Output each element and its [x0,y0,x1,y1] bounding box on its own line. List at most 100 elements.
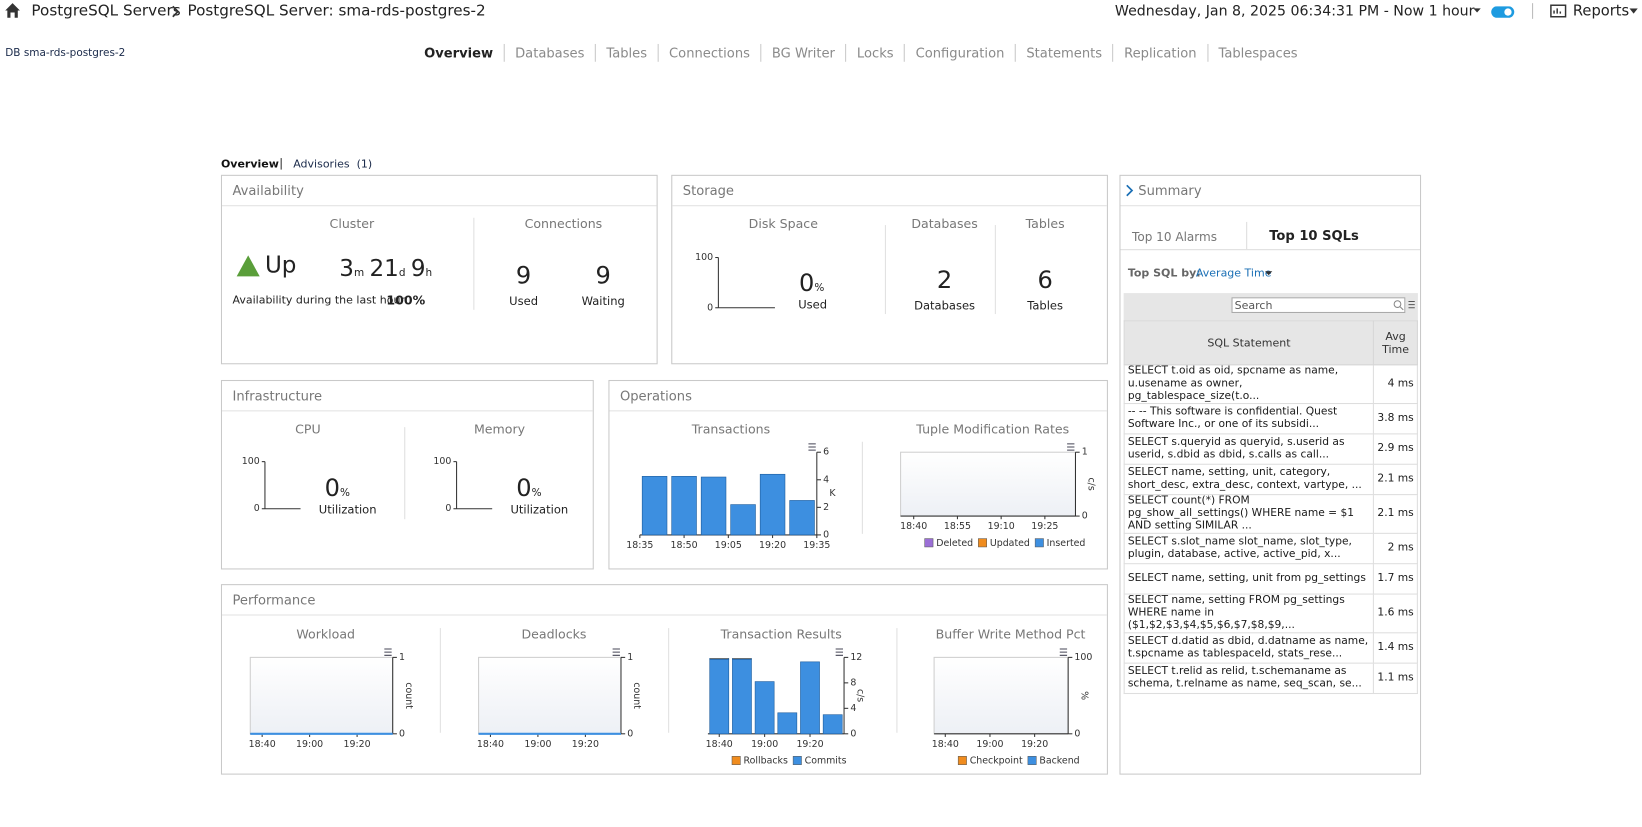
y-tick-label: 4 [850,703,856,714]
search-icons[interactable] [1393,299,1416,311]
y-tick-label: 12 [850,652,862,663]
chart-title: Transaction Results [720,627,842,642]
uptime-value: 21 [369,255,399,283]
nav-tab[interactable]: BG Writer [760,43,845,62]
chart-menu-icon [384,648,392,656]
nav-tab[interactable]: Statements [1014,43,1113,62]
bar [700,476,727,536]
nav-tab[interactable]: Tablespaces [1206,43,1308,62]
bar [732,658,752,735]
top-by-select[interactable]: Average Time [1195,266,1272,280]
reports-menu[interactable]: Reports [1572,3,1630,20]
sql-statement: SELECT name, setting, unit, category, sh… [1123,463,1375,496]
table-row[interactable]: -- -- This software is confidential. Que… [1123,403,1418,435]
header-rule [1120,205,1421,207]
bar [789,500,815,536]
y-tick-label: 100 [1074,652,1092,663]
uptime-unit: h [425,267,433,279]
y-tick-label: 6 [823,447,829,458]
search-box[interactable] [1231,297,1406,313]
panel-header: Storage [672,176,1107,207]
chart-title: Disk Space [748,216,818,232]
value: 0 [516,475,532,503]
bar [759,473,786,536]
column-header[interactable]: SQL Statement [1123,320,1375,366]
nav-tab[interactable]: Connections [657,43,761,62]
table-row[interactable]: SELECT s.slot_name slot_name, slot_type,… [1123,532,1418,565]
chart-menu-icon [808,443,816,451]
table-row[interactable]: SELECT t.relid as relid, t.schemaname as… [1123,662,1418,695]
tab-divider [1246,221,1248,250]
time-controls[interactable] [1473,6,1515,19]
header-row: SQL Statement Avg Time [1123,320,1418,366]
panel-title: Storage [682,182,735,199]
panel-header: Availability [222,176,657,207]
cluster-status: Up [264,252,297,279]
avg-time: 2 ms [1373,532,1418,565]
divider [404,427,406,520]
uptime-unit: d [398,267,406,279]
reports-caret [1629,8,1638,14]
y-tick-label: 0 [823,529,829,540]
time-range[interactable]: Wednesday, Jan 8, 2025 06:34:31 PM - Now… [1114,3,1475,20]
bar [730,504,756,536]
y-tick-label: 0 [445,503,451,514]
y-tick-label: 0 [254,503,260,514]
avg-time: 2.1 ms [1373,463,1418,496]
column-header[interactable]: Avg Time [1373,320,1418,366]
nav-tab[interactable]: Replication [1112,43,1207,62]
panel-header: Infrastructure [222,381,593,412]
summary-tab-active[interactable]: Top 10 SQLs [1269,227,1359,244]
bar [709,658,730,660]
nav-tab[interactable]: Tables [594,43,658,62]
y-tick-label: 0 [627,728,633,739]
bar [641,476,668,536]
legend-swatch [1034,538,1044,548]
x-tick-label: 18:55 [944,521,971,532]
panel-title: Operations [619,387,692,404]
nav-tab[interactable]: Configuration [904,43,1015,62]
summary-tab[interactable]: Top 10 Alarms [1132,229,1218,244]
x-tick-label: 19:05 [715,540,742,551]
value: 0 [324,475,340,503]
y-axis-label: count [403,682,414,709]
legend-label: Backend [1039,756,1079,767]
section-label: Databases [911,216,978,232]
panel-header: Performance [222,585,1107,616]
y-axis-label: count [631,682,642,709]
table-row[interactable]: SELECT name, setting, unit, category, sh… [1123,463,1418,496]
subtab[interactable]: Advisories (1) [293,158,373,171]
nav-tab[interactable]: Databases [503,43,595,62]
reports-icon[interactable] [1550,4,1567,18]
subtab-active[interactable]: Overview [220,158,279,171]
x-tick-label: 19:20 [344,739,371,750]
table-row[interactable]: SELECT name, setting, unit from pg_setti… [1123,563,1418,595]
chart-title: Memory [473,421,526,437]
table-row[interactable]: SELECT count(*) FROM pg_show_all_setting… [1123,494,1418,534]
legend-label: Commits [805,756,847,767]
panel-title: Infrastructure [232,387,323,404]
disk-used: 0% [799,270,824,297]
home-icon[interactable] [4,2,21,19]
nav-tab[interactable]: Overview [424,45,494,61]
select-caret [1265,271,1273,276]
y-axis-label: c/s [854,689,865,702]
nav-tab[interactable]: Locks [845,43,904,62]
chart-menu-icon [612,648,620,656]
y-axis-label: % [1078,691,1089,700]
bar [800,661,820,735]
unit: % [531,487,542,500]
caption: Used [509,294,539,309]
table-row[interactable]: SELECT t.oid as oid, spcname as name, u.… [1123,364,1418,405]
x-tick-label: 18:40 [477,739,504,750]
uptime-value: 9 [410,255,426,283]
table-row[interactable]: SELECT d.datid as dbid, d.datname as nam… [1123,632,1418,664]
caption: Utilization [318,502,377,517]
collapse-chevron[interactable] [1126,184,1134,197]
chart-title: Transactions [691,421,771,437]
breadcrumb-link[interactable]: PostgreSQL Servers [31,3,181,20]
y-axis-label: K [829,488,836,499]
tables-count: 6 [1037,266,1053,295]
bar [671,476,697,536]
table-row[interactable]: SELECT name, setting FROM pg_settings WH… [1123,593,1418,634]
